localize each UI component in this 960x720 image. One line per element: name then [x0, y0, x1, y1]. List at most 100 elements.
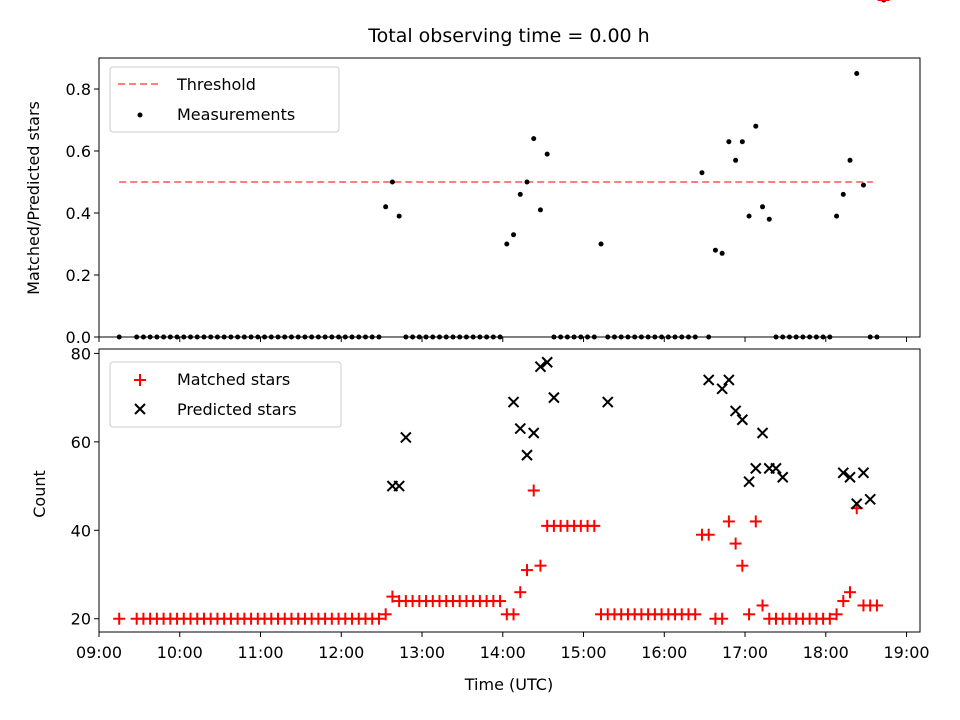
ratio-y-ticks: 0.0 0.2 0.4 0.6 0.8 — [66, 80, 99, 347]
measurement-point — [544, 151, 550, 157]
predicted-stars-point — [837, 467, 849, 479]
x-tick-label: 17:00 — [722, 643, 768, 662]
measurement-point — [712, 247, 718, 253]
ratio-legend: Threshold Measurements — [109, 66, 340, 133]
x-tick-label: 11:00 — [237, 643, 283, 662]
predicted-stars-point — [521, 449, 533, 461]
legend-measurements-label: Measurements — [177, 105, 295, 124]
matched-stars-point — [736, 559, 749, 572]
x-tick-label: 15:00 — [560, 643, 606, 662]
measurement-point — [389, 179, 395, 185]
predicted-stars-point — [770, 462, 782, 475]
predicted-stars-point — [400, 431, 412, 444]
x-tick-label: 10:00 — [157, 643, 203, 662]
predicted-stars-point — [857, 467, 870, 479]
matched-stars-point — [386, 590, 399, 603]
matched-stars-point — [588, 519, 601, 532]
legend-predicted-swatch — [134, 403, 146, 415]
legend-matched-swatch — [134, 374, 146, 386]
measurement-point — [598, 241, 604, 247]
measurement-point — [517, 191, 523, 197]
x-tick-label: 09:00 — [76, 643, 122, 662]
counts-y-axis-title: Count — [30, 470, 49, 518]
legend-predicted-label: Predicted stars — [177, 400, 297, 419]
y-tick-label: 60 — [71, 433, 91, 452]
measurement-point — [860, 182, 866, 188]
y-tick-label: 20 — [71, 610, 91, 629]
matched-stars-point — [534, 559, 547, 572]
measurement-point — [524, 179, 530, 185]
y-tick-label: 80 — [71, 344, 91, 363]
matched-stars-point — [716, 612, 729, 625]
matched-stars-point — [514, 586, 527, 599]
ratio-axes-frame — [98, 57, 921, 338]
matched-stars-point — [372, 612, 385, 625]
legend-matched-label: Matched stars — [177, 370, 290, 389]
measurement-point — [383, 204, 389, 210]
predicted-stars-point — [393, 480, 405, 492]
measurement-point — [699, 170, 705, 176]
measurement-point — [537, 207, 543, 213]
counts-legend-box — [109, 361, 342, 428]
measurement-point — [746, 213, 752, 219]
x-axis-title: Time (UTC) — [464, 675, 553, 694]
legend-measurements-swatch — [137, 112, 143, 118]
counts-legend: Matched stars Predicted stars — [109, 361, 342, 428]
measurement-point — [396, 213, 402, 219]
measurement-point — [753, 123, 759, 129]
matched-stars-point — [837, 595, 850, 608]
matched-stars-point — [844, 586, 857, 599]
measurement-point — [760, 204, 766, 210]
measurement-point — [847, 157, 853, 163]
matched-stars-point — [756, 599, 769, 612]
predicted-stars-point — [528, 427, 540, 439]
predicted-stars-point — [507, 396, 520, 408]
matched-stars-point — [729, 537, 742, 550]
predicted-stars-point — [729, 405, 742, 417]
measurement-point — [739, 139, 745, 145]
measurement-point — [854, 71, 860, 76]
x-tick-label: 12:00 — [318, 643, 364, 662]
x-tick-label: 13:00 — [399, 643, 445, 662]
ratio-y-axis-title: Matched/Predicted stars — [24, 101, 43, 295]
measurement-point — [504, 241, 510, 247]
measurement-point — [726, 139, 732, 145]
matched-stars-point — [722, 515, 735, 528]
predicted-stars-point — [716, 383, 728, 395]
predicted-stars-point — [777, 471, 789, 483]
ratio-x-ticks — [98, 337, 908, 342]
counts-axes-frame — [98, 348, 921, 633]
predicted-stars-point — [602, 396, 614, 408]
matched-stars-point — [113, 612, 126, 625]
matched-stars-point — [823, 612, 836, 625]
predicted-stars-point — [750, 462, 762, 475]
predicted-stars-point — [514, 422, 526, 435]
predicted-stars-point — [534, 360, 547, 373]
matched-stars-point — [379, 608, 392, 621]
measurement-point — [511, 232, 517, 238]
matched-stars-point — [689, 608, 702, 621]
y-tick-label: 40 — [71, 521, 91, 540]
legend-threshold-label: Threshold — [176, 75, 256, 94]
y-tick-label: 0.4 — [66, 204, 91, 223]
counts-panel: 20 40 60 80 09:00 10:00 11:00 12:00 13:00 14:00 1… — [30, 0, 930, 694]
predicted-stars-point — [548, 391, 560, 404]
y-tick-label: 0.8 — [66, 80, 91, 99]
matched-stars-point — [743, 608, 756, 621]
predicted-stars-point — [851, 498, 863, 510]
predicted-stars-point — [541, 356, 553, 368]
ratio-panel: 0.00.20.40.60.8 Matched/Predicted stars … — [24, 0, 921, 347]
y-tick-label: 0.6 — [66, 142, 91, 161]
predicted-stars-point — [743, 475, 755, 488]
predicted-stars-point — [844, 471, 856, 483]
chart-title: Total observing time = 0.00 h — [367, 25, 649, 47]
predicted-stars-point — [736, 414, 749, 426]
predicted-stars-point — [723, 374, 735, 386]
ratio-legend-box — [109, 66, 340, 133]
matched-stars-point — [507, 608, 520, 621]
counts-marks — [113, 0, 890, 625]
y-tick-label: 0.2 — [66, 266, 91, 285]
y-tick-label: 0.0 — [66, 328, 91, 347]
matched-stars-point — [749, 515, 762, 528]
